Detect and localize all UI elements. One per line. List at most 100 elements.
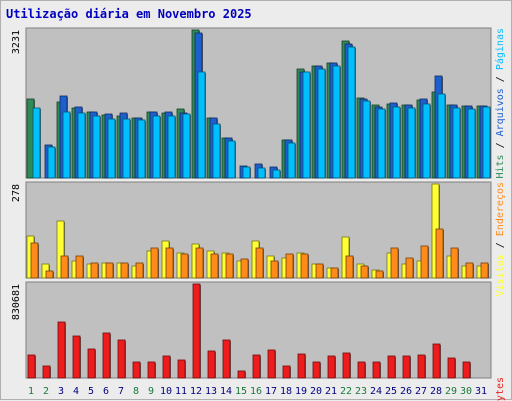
bar-paginas-day-22 bbox=[347, 46, 356, 179]
bar-kbytes-day-23 bbox=[357, 361, 366, 379]
x-tick-label-day-15: 15 bbox=[235, 386, 247, 397]
bar-enderecos-day-25 bbox=[390, 247, 399, 279]
bar-kbytes-day-12 bbox=[192, 283, 201, 379]
y-max-label-top: 3231 bbox=[11, 30, 22, 54]
bar-paginas-day-13 bbox=[212, 123, 221, 179]
bar-paginas-day-25 bbox=[392, 106, 401, 179]
bar-paginas-day-3 bbox=[62, 111, 71, 179]
bar-kbytes-day-27 bbox=[417, 354, 426, 379]
x-tick-label-day-30: 30 bbox=[460, 386, 472, 397]
bar-paginas-day-8 bbox=[137, 119, 146, 179]
x-tick-label-day-13: 13 bbox=[205, 386, 217, 397]
x-tick-label-day-27: 27 bbox=[415, 386, 427, 397]
bar-kbytes-day-22 bbox=[342, 352, 351, 379]
x-tick-label-day-29: 29 bbox=[445, 386, 457, 397]
x-tick-label-day-16: 16 bbox=[250, 386, 262, 397]
bar-kbytes-day-10 bbox=[162, 355, 171, 379]
x-tick-label-day-26: 26 bbox=[400, 386, 412, 397]
bar-kbytes-day-14 bbox=[222, 339, 231, 379]
bar-paginas-day-18 bbox=[287, 142, 296, 179]
bar-enderecos-day-31 bbox=[480, 262, 489, 279]
bar-kbytes-day-18 bbox=[282, 365, 291, 379]
legend-visitas: Visitas bbox=[495, 254, 506, 296]
bar-kbytes-day-25 bbox=[387, 355, 396, 379]
bar-paginas-day-10 bbox=[167, 115, 176, 179]
bar-paginas-day-7 bbox=[122, 118, 131, 179]
bar-paginas-day-30 bbox=[467, 108, 476, 179]
y-max-label-bottom: 830681 bbox=[11, 284, 22, 320]
bar-kbytes-day-19 bbox=[297, 353, 306, 379]
bar-enderecos-day-5 bbox=[90, 262, 99, 279]
legend-separator: / bbox=[495, 70, 506, 88]
bar-paginas-day-31 bbox=[482, 106, 491, 179]
bar-paginas-day-14 bbox=[227, 140, 236, 179]
bar-kbytes-day-17 bbox=[267, 349, 276, 379]
x-tick-label-day-31: 31 bbox=[475, 386, 487, 397]
x-tick-label-day-19: 19 bbox=[295, 386, 307, 397]
bar-enderecos-day-28 bbox=[435, 228, 444, 279]
bar-kbytes-day-3 bbox=[57, 321, 66, 379]
x-tick-label-day-17: 17 bbox=[265, 386, 277, 397]
bar-kbytes-day-21 bbox=[327, 355, 336, 379]
bar-kbytes-day-9 bbox=[147, 361, 156, 379]
legend-top: Hits / Arquivos / Páginas bbox=[494, 28, 506, 179]
bar-kbytes-day-20 bbox=[312, 361, 321, 379]
bar-paginas-day-28 bbox=[437, 93, 446, 179]
bar-kbytes-day-1 bbox=[27, 354, 36, 379]
bar-kbytes-day-29 bbox=[447, 357, 456, 379]
bar-enderecos-day-26 bbox=[405, 257, 414, 279]
legend-arquivos: Arquivos bbox=[495, 88, 506, 136]
bar-enderecos-day-7 bbox=[120, 262, 129, 279]
bar-paginas-day-24 bbox=[377, 108, 386, 179]
bar-paginas-day-2 bbox=[47, 146, 56, 179]
bar-kbytes-day-5 bbox=[87, 348, 96, 379]
bar-enderecos-day-17 bbox=[270, 260, 279, 279]
bar-enderecos-day-14 bbox=[225, 253, 234, 279]
x-tick-label-day-9: 9 bbox=[148, 386, 154, 397]
bar-paginas-day-1 bbox=[32, 107, 41, 179]
bar-enderecos-day-23 bbox=[360, 265, 369, 279]
bar-paginas-day-9 bbox=[152, 115, 161, 179]
x-tick-label-day-7: 7 bbox=[118, 386, 124, 397]
bar-paginas-day-29 bbox=[452, 107, 461, 179]
bar-enderecos-day-24 bbox=[375, 270, 384, 279]
bar-enderecos-day-19 bbox=[300, 253, 309, 279]
bar-paginas-day-23 bbox=[362, 100, 371, 179]
bar-paginas-day-6 bbox=[107, 118, 116, 179]
x-tick-label-day-20: 20 bbox=[310, 386, 322, 397]
bar-paginas-day-17 bbox=[272, 169, 281, 179]
bar-enderecos-day-29 bbox=[450, 247, 459, 279]
bar-kbytes-day-24 bbox=[372, 361, 381, 379]
x-tick-label-day-21: 21 bbox=[325, 386, 337, 397]
bar-kbytes-day-26 bbox=[402, 355, 411, 379]
x-tick-label-day-4: 4 bbox=[73, 386, 79, 397]
x-tick-label-day-24: 24 bbox=[370, 386, 382, 397]
bar-paginas-day-19 bbox=[302, 71, 311, 179]
bar-kbytes-day-16 bbox=[252, 354, 261, 379]
bar-paginas-day-26 bbox=[407, 107, 416, 179]
bar-enderecos-day-20 bbox=[315, 263, 324, 279]
legend-middle: Visitas / Endereços bbox=[495, 182, 506, 296]
bar-kbytes-day-30 bbox=[462, 361, 471, 379]
bar-enderecos-day-22 bbox=[345, 255, 354, 279]
bar-enderecos-day-12 bbox=[195, 247, 204, 279]
legend-separator: / bbox=[495, 136, 506, 154]
bar-enderecos-day-11 bbox=[180, 253, 189, 279]
x-tick-label-day-14: 14 bbox=[220, 386, 232, 397]
bar-paginas-day-27 bbox=[422, 103, 431, 179]
bar-enderecos-day-1 bbox=[30, 242, 39, 279]
bar-kbytes-day-2 bbox=[42, 365, 51, 379]
legend-enderecos: Endereços bbox=[495, 182, 506, 236]
bar-enderecos-day-13 bbox=[210, 253, 219, 279]
bar-kbytes-day-4 bbox=[72, 335, 81, 379]
x-tick-label-day-25: 25 bbox=[385, 386, 397, 397]
bar-paginas-day-5 bbox=[92, 115, 101, 179]
bar-enderecos-day-18 bbox=[285, 253, 294, 279]
x-tick-label-day-5: 5 bbox=[88, 386, 94, 397]
bar-paginas-day-11 bbox=[182, 113, 191, 179]
x-tick-label-day-6: 6 bbox=[103, 386, 109, 397]
bar-kbytes-day-7 bbox=[117, 339, 126, 379]
bar-paginas-day-20 bbox=[317, 68, 326, 179]
bar-enderecos-day-3 bbox=[60, 255, 69, 279]
